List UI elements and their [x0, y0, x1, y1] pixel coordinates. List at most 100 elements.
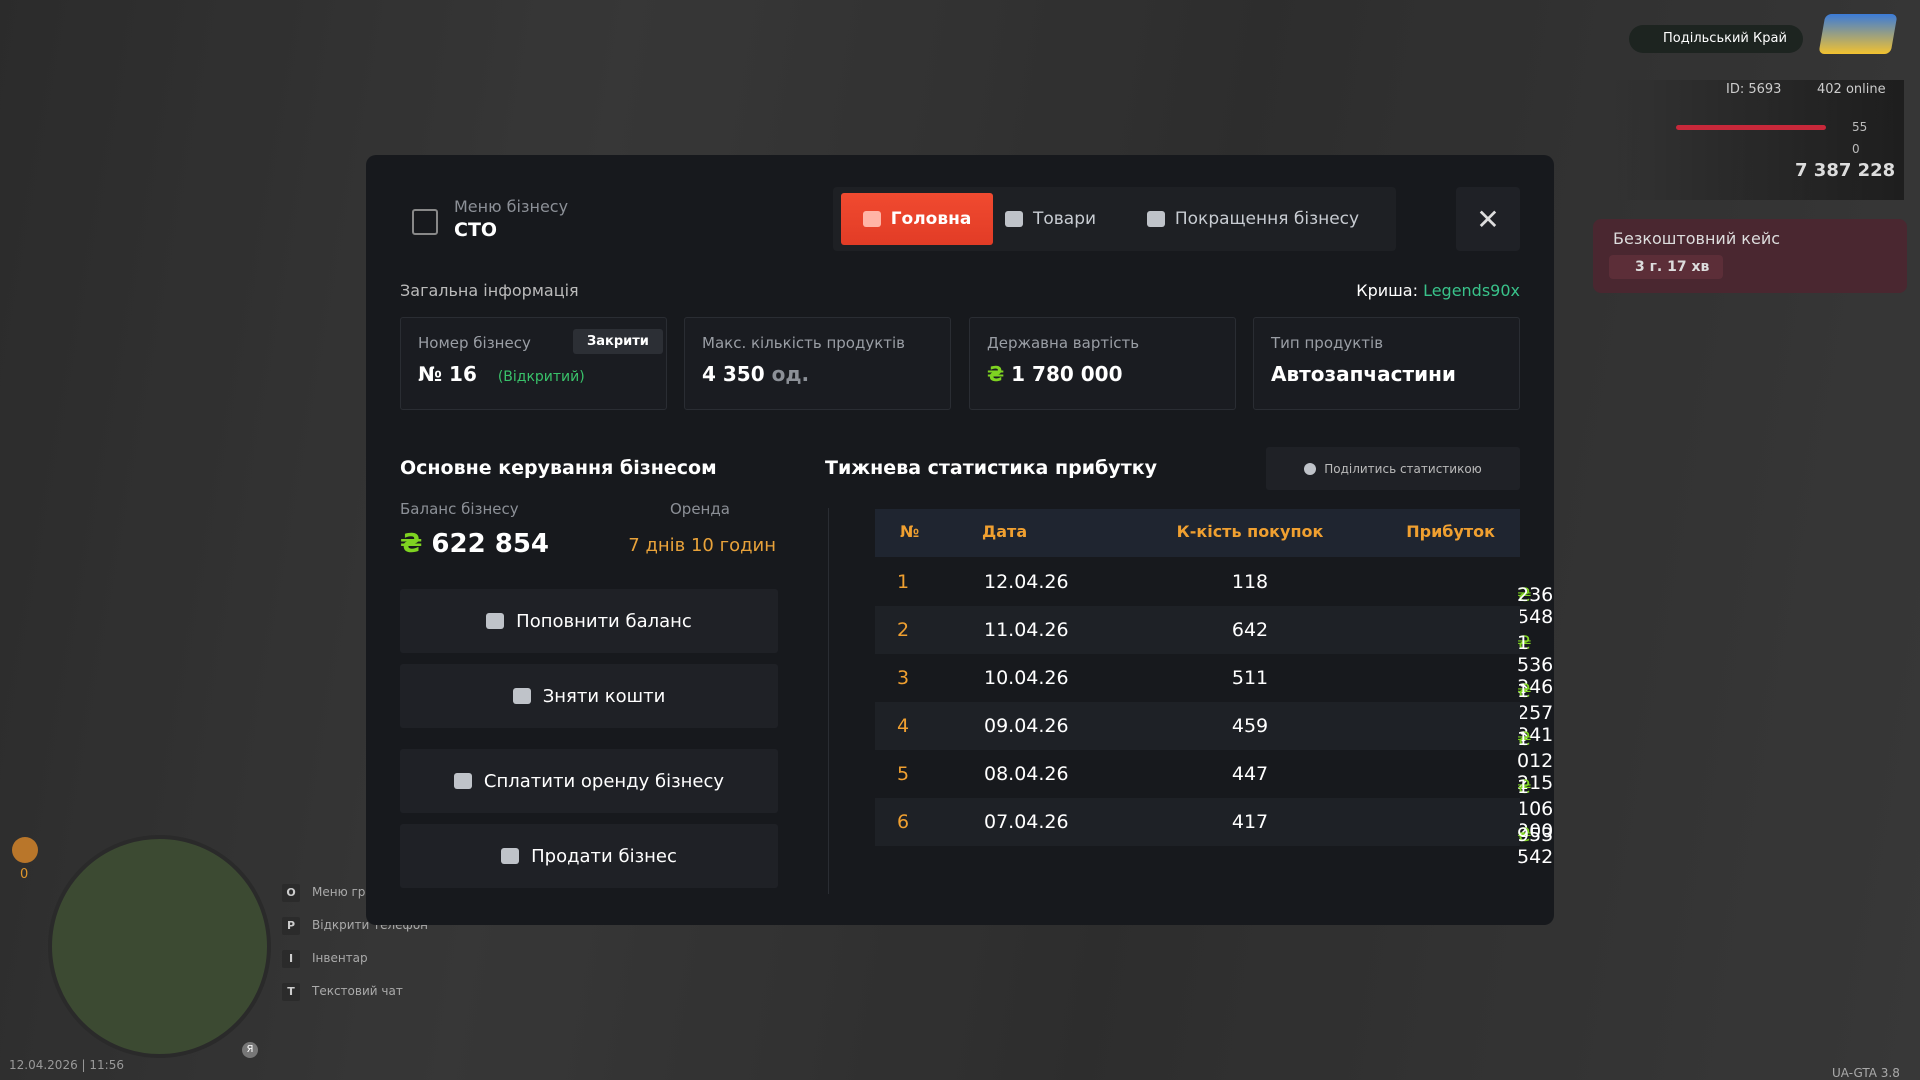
hotkey: T Текстовий чат [282, 983, 428, 1001]
divider [828, 508, 829, 894]
balance-label: Баланс бізнесу [400, 500, 519, 518]
table-row: 4 09.04.26 459 ₴ 1 012 215 [875, 702, 1553, 794]
column-header: К-кість покупок [1176, 522, 1324, 541]
mic-key: Я [242, 1042, 258, 1058]
close-business-button[interactable]: Закрити [573, 329, 663, 354]
row-date: 09.04.26 [984, 715, 1069, 737]
state-value: 1 780 000 [1011, 362, 1123, 386]
hotkey-key: T [282, 983, 300, 1001]
card: Номер бізнесу Закрити № 16 (Відкритий) [400, 317, 667, 410]
stats-title: Тижнева статистика прибутку [825, 457, 1157, 479]
action-label: Зняти кошти [542, 685, 666, 707]
row-purchases: 459 [1231, 715, 1269, 737]
row-purchases: 447 [1231, 763, 1269, 785]
card-value: № 16 (Відкритий) [418, 362, 585, 386]
profit-value: 1 106 200 [1517, 776, 1554, 842]
hotkey-label: Інвентар [312, 951, 368, 965]
tab-label: Товари [1032, 209, 1097, 229]
profit-value: 1 536 346 [1517, 632, 1554, 698]
datetime: 12.04.2026 | 11:56 [9, 1058, 124, 1072]
row-number: 1 [896, 571, 910, 593]
hotkey-label: Меню гр [312, 885, 366, 899]
table-row: 1 12.04.26 118 ₴ 236 548 [875, 558, 1553, 628]
modal-title: СТО [454, 219, 498, 241]
business-icon [412, 209, 438, 235]
action-icon [486, 613, 505, 629]
table-row: 2 11.04.26 642 ₴ 1 536 346 [875, 606, 1553, 698]
region-badge: Подільський Край [1629, 25, 1803, 53]
tab-icon [1146, 211, 1165, 227]
table-row: 6 07.04.26 417 ₴ 953 542 [875, 798, 1553, 868]
action-icon [453, 773, 472, 789]
card: Макс. кількість продуктів 4 350 од. [684, 317, 951, 410]
card-value: 4 350 од. [702, 362, 809, 386]
balance-value: 622 854 [431, 529, 550, 559]
row-purchases: 417 [1231, 811, 1269, 833]
money: 7 387 228 [1795, 160, 1896, 181]
player-id: ID: 5693 [1726, 82, 1782, 97]
share-label: Поділитись статистикою [1324, 461, 1482, 476]
hotkey: I Інвентар [282, 950, 428, 968]
tab-icon [1004, 211, 1023, 227]
action-button[interactable]: Зняти кошти [400, 664, 778, 728]
column-header: Прибуток [1406, 522, 1495, 541]
hotkey-label: Текстовий чат [312, 984, 403, 998]
minimap-count: 0 [20, 867, 29, 882]
currency: ₴ [987, 362, 1005, 386]
tab[interactable]: Товари [993, 193, 1108, 245]
roof: Криша: Legends90x [1356, 281, 1520, 300]
rent-value: 7 днів 10 годин [628, 535, 776, 556]
column-header: Дата [982, 522, 1028, 541]
business-number: № 16 [418, 362, 477, 386]
region: Подільський Край [1663, 31, 1787, 46]
case-timer: 3 г. 17 хв [1609, 255, 1724, 279]
tab-icon [862, 211, 881, 227]
hotkeys: O Меню гр P Відкрити телефон I Інвентар T Текст… [282, 884, 428, 1001]
card-label: Тип продуктів [1271, 334, 1384, 352]
rent-label: Оренда [670, 500, 730, 518]
version: UA-GTA 3.8 [1832, 1066, 1900, 1080]
row-date: 10.04.26 [984, 667, 1069, 689]
share-button[interactable]: Поділитись статистикою [1266, 447, 1520, 490]
tab[interactable]: Покращення бізнесу [1122, 193, 1384, 245]
row-purchases: 511 [1231, 667, 1269, 689]
row-purchases: 118 [1231, 571, 1269, 593]
action-label: Сплатити оренду бізнесу [483, 770, 725, 792]
modal-subtitle: Меню бізнесу [454, 197, 569, 216]
currency: ₴ [400, 529, 423, 559]
row-number: 6 [896, 811, 910, 833]
share-icon [1304, 462, 1317, 475]
profit-value: 1 012 215 [1517, 728, 1554, 794]
profit-value: 1 257 341 [1517, 680, 1554, 746]
hotkey: O Меню гр [282, 884, 428, 902]
health: 55 [1852, 120, 1868, 134]
row-date: 07.04.26 [984, 811, 1069, 833]
armor: 0 [1852, 142, 1860, 156]
health-bar [1676, 125, 1826, 130]
tab[interactable]: Головна [841, 193, 993, 245]
action-label: Поповнити баланс [516, 610, 692, 632]
currency: ₴ [1517, 728, 1532, 750]
tab-label: Головна [890, 209, 972, 229]
business-modal: Меню бізнесу СТО Головна Товари Покращення… [366, 155, 1554, 925]
tabs: Головна Товари Покращення бізнесу [833, 187, 1396, 251]
action-button[interactable]: Сплатити оренду бізнесу [400, 749, 778, 813]
row-number: 4 [896, 715, 910, 737]
case-panel: Безкоштовний кейс 3 г. 17 хв [1593, 219, 1907, 293]
minimap [48, 835, 271, 1058]
action-button[interactable]: Поповнити баланс [400, 589, 778, 653]
action-button[interactable]: Продати бізнес [400, 824, 778, 888]
business-status: (Відкритий) [497, 369, 585, 385]
close-button[interactable]: ✕ [1456, 187, 1520, 251]
row-number: 3 [896, 667, 910, 689]
logo [1818, 14, 1898, 54]
card: Державна вартість ₴ 1 780 000 [969, 317, 1236, 410]
roof-label: Криша: [1356, 281, 1418, 300]
action-icon [501, 848, 520, 864]
row-purchases: 642 [1231, 619, 1269, 641]
card-label: Номер бізнесу [418, 334, 531, 352]
action-icon [512, 688, 531, 704]
table-header: № Дата К-кість покупок Прибуток [875, 509, 1520, 557]
card-label: Державна вартість [987, 334, 1140, 352]
